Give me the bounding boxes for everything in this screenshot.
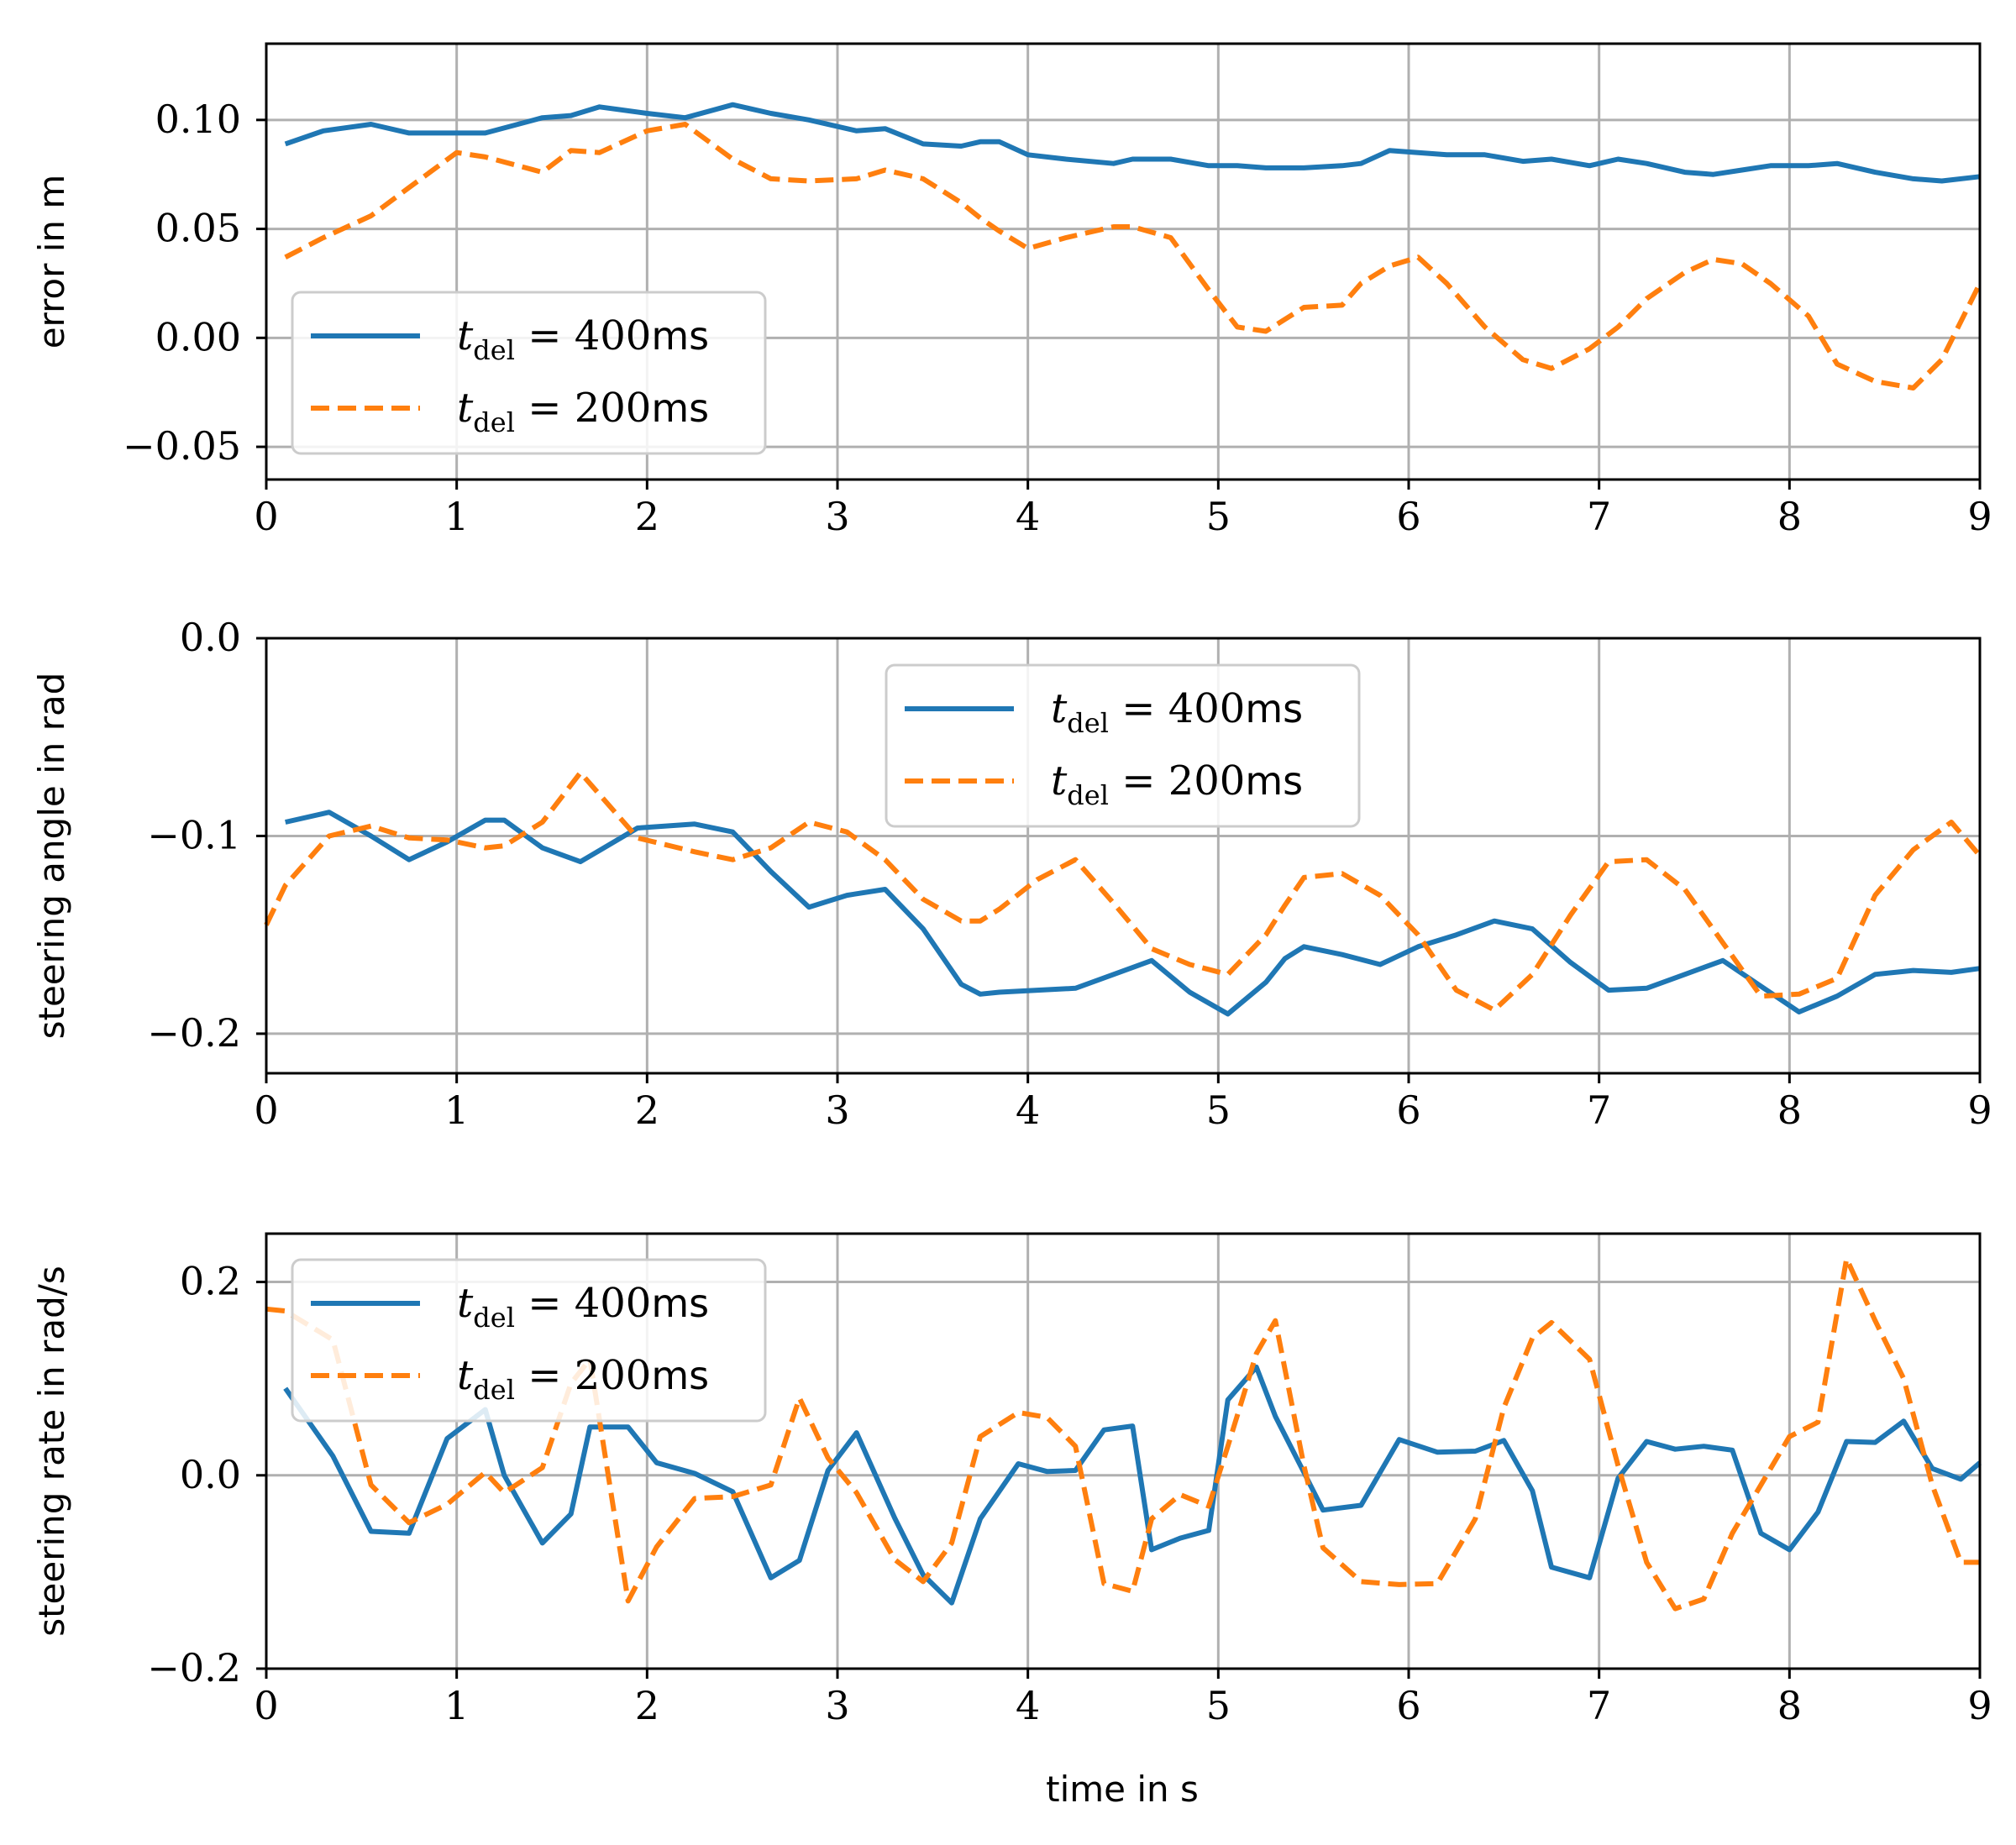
legend-unit: ms <box>651 1353 709 1398</box>
legend-symbol: t <box>457 312 474 359</box>
x-tick-label: 3 <box>825 1088 849 1133</box>
y-tick-label: −0.2 <box>147 1010 241 1056</box>
legend-symbol: t <box>1051 757 1068 805</box>
legend-symbol: t <box>457 1352 474 1399</box>
legend-value: = 400 <box>1109 685 1245 732</box>
x-tick-label: 5 <box>1206 494 1231 539</box>
y-tick-label: 0.05 <box>155 206 241 251</box>
x-tick-label: 0 <box>254 1683 278 1728</box>
legend-value: = 200 <box>1109 757 1245 805</box>
y-tick-label: −0.1 <box>147 812 241 857</box>
axes-frame <box>265 1232 1982 1670</box>
x-tick-label: 7 <box>1587 1088 1611 1133</box>
x-tick-label: 0 <box>254 494 278 539</box>
x-tick-label: 1 <box>444 1683 469 1728</box>
y-tick-label: 0.0 <box>180 615 241 660</box>
y-tick-label: 0.0 <box>180 1452 241 1497</box>
x-tick-label: 4 <box>1016 1683 1040 1728</box>
x-tick-label: 9 <box>1967 494 1992 539</box>
legend-symbol: t <box>457 385 474 432</box>
x-tick-label: 4 <box>1016 1088 1040 1133</box>
legend-subscript: del <box>473 1374 515 1406</box>
x-tick-label: 7 <box>1587 494 1611 539</box>
x-tick-label: 0 <box>254 1088 278 1133</box>
y-tick-label: −0.05 <box>123 423 241 469</box>
legend-value: = 200 <box>515 385 651 432</box>
axes-frame <box>265 42 1982 481</box>
x-axis-label: time in s <box>1046 1769 1199 1810</box>
x-tick-label: 5 <box>1206 1683 1231 1728</box>
legend-subscript: del <box>1067 707 1109 739</box>
x-tick-label: 8 <box>1777 494 1802 539</box>
y-axis-label: steering rate in rad/s <box>31 1266 72 1637</box>
legend-label-200ms: tdel = 200ms <box>457 1352 709 1406</box>
series-400ms-line <box>284 102 1981 184</box>
legend-label-400ms: tdel = 400ms <box>457 312 709 366</box>
legend-value: = 400 <box>515 312 651 359</box>
x-tick-label: 2 <box>635 1683 659 1728</box>
x-tick-label: 4 <box>1016 494 1040 539</box>
legend-label-400ms: tdel = 400ms <box>1051 685 1303 739</box>
legend-label-200ms: tdel = 200ms <box>457 385 709 438</box>
x-tick-label: 2 <box>635 1088 659 1133</box>
x-tick-label: 8 <box>1777 1683 1802 1728</box>
legend-subscript: del <box>1067 779 1109 811</box>
steering-rate-panel: 0 1 2 3 4 5 6 7 8 9 −0.2 0.0 0.2 steering rate in rad… <box>31 1232 1992 1728</box>
x-tick-label: 6 <box>1396 1683 1420 1728</box>
y-axis-label: error in m <box>31 175 72 349</box>
legend-unit: ms <box>651 1281 709 1326</box>
steering-angle-panel: 0 1 2 3 4 5 6 7 8 9 −0.2 −0.1 0.0 steering angle in r… <box>31 615 1992 1133</box>
legend-symbol: t <box>457 1280 474 1327</box>
x-tick-label: 2 <box>635 494 659 539</box>
axes-frame <box>265 637 1982 1075</box>
legend-subscript: del <box>473 406 515 438</box>
x-tick-label: 1 <box>444 494 469 539</box>
series-200ms-line <box>264 770 1982 1013</box>
x-tick-label: 6 <box>1396 494 1420 539</box>
x-tick-label: 9 <box>1967 1088 1992 1133</box>
x-tick-label: 7 <box>1587 1683 1611 1728</box>
x-tick-label: 6 <box>1396 1088 1420 1133</box>
x-tick-label: 9 <box>1967 1683 1992 1728</box>
series-400ms-line <box>285 810 1981 1017</box>
legend-box <box>291 291 767 455</box>
legend-subscript: del <box>473 1302 515 1334</box>
legend-unit: ms <box>651 385 709 431</box>
legend-box <box>291 1258 767 1423</box>
legend-label-200ms: tdel = 200ms <box>1051 757 1303 811</box>
y-tick-label: −0.2 <box>147 1645 241 1690</box>
legend-value: = 400 <box>515 1280 651 1327</box>
legend-unit: ms <box>1245 686 1303 731</box>
legend-box <box>885 663 1361 828</box>
legend-symbol: t <box>1051 685 1068 732</box>
y-tick-label: 0.00 <box>155 314 241 359</box>
y-tick-label: 0.10 <box>155 97 241 142</box>
legend-label-400ms: tdel = 400ms <box>457 1280 709 1334</box>
x-tick-label: 1 <box>444 1088 469 1133</box>
legend-unit: ms <box>1245 758 1303 804</box>
legend-unit: ms <box>651 313 709 359</box>
legend-value: = 200 <box>515 1352 651 1399</box>
y-axis-label: steering angle in rad <box>31 673 72 1040</box>
y-tick-label: 0.2 <box>180 1259 241 1304</box>
x-tick-label: 5 <box>1206 1088 1231 1133</box>
legend-subscript: del <box>473 334 515 366</box>
series-200ms-line <box>284 122 1982 390</box>
x-tick-label: 3 <box>825 1683 849 1728</box>
x-tick-label: 3 <box>825 494 849 539</box>
x-tick-label: 8 <box>1777 1088 1802 1133</box>
